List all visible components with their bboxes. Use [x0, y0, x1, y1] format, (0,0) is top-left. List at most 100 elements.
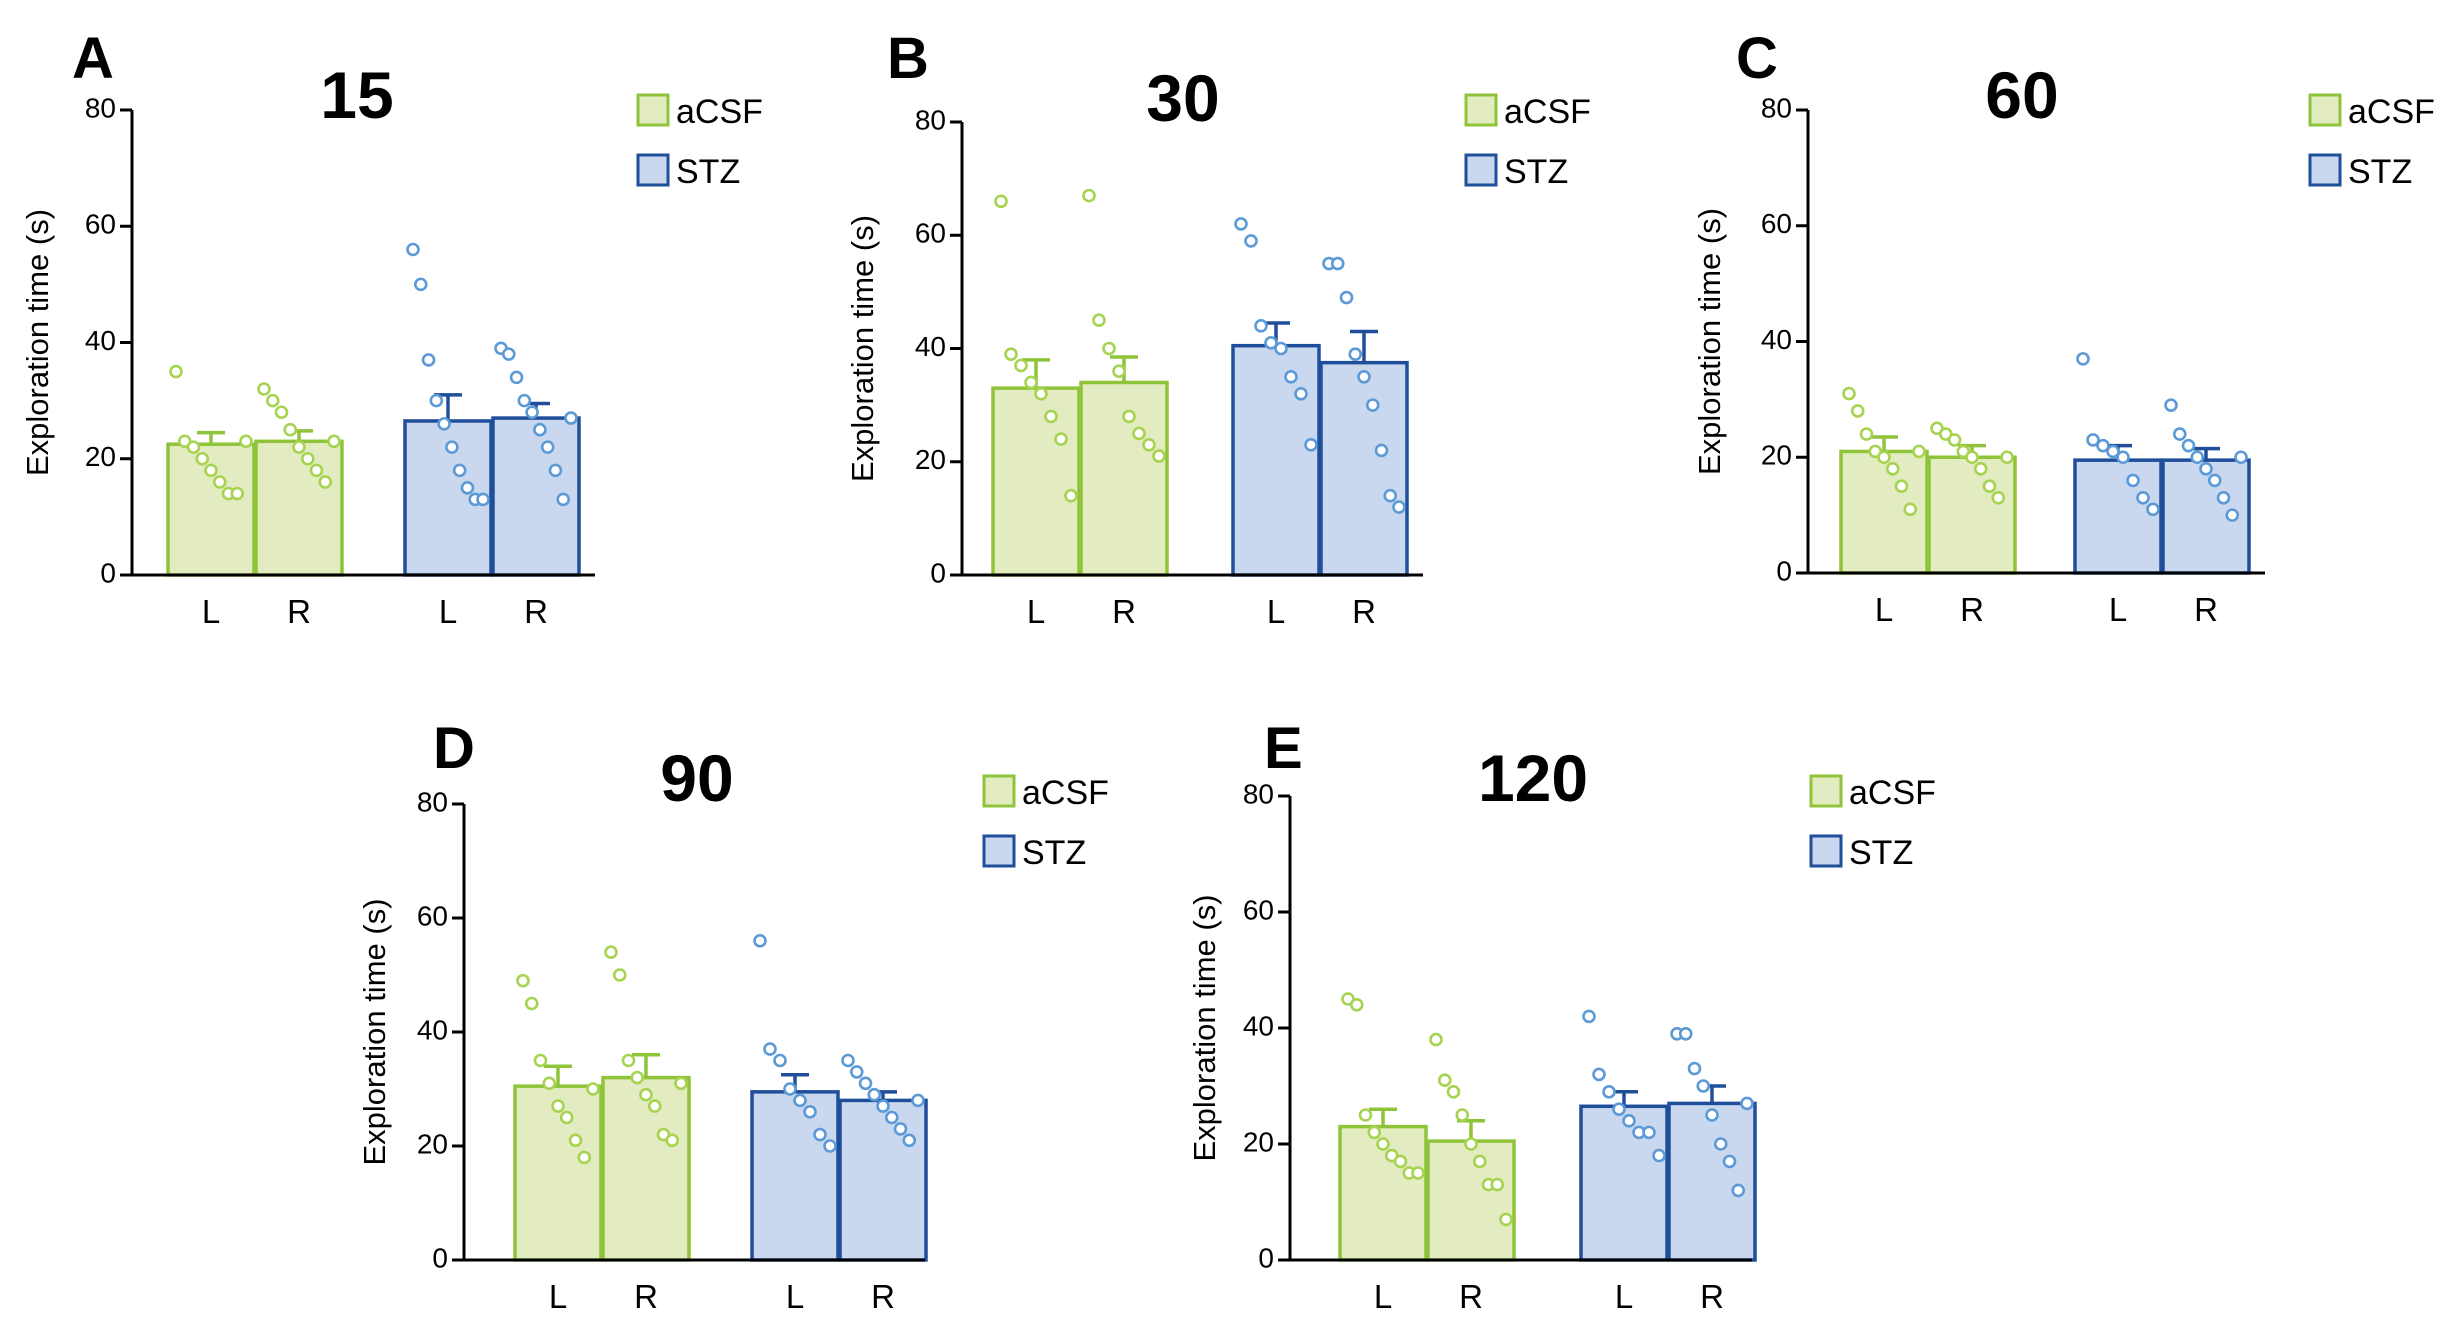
- legend-label-acsf: aCSF: [1022, 774, 1109, 812]
- panel-letter: C: [1736, 26, 1778, 91]
- data-point: [793, 1093, 807, 1108]
- data-point: [169, 364, 183, 379]
- data-point: [1082, 188, 1096, 203]
- data-point: [283, 422, 298, 437]
- y-tick-label: 0: [1776, 555, 1792, 586]
- data-point: [1294, 386, 1308, 401]
- data-point: [406, 242, 420, 257]
- data-point: [1349, 997, 1364, 1012]
- data-point: [2172, 427, 2187, 441]
- y-tick-label: 20: [1761, 440, 1792, 471]
- data-point: [1357, 370, 1371, 384]
- data-point: [876, 1099, 890, 1113]
- data-point: [509, 370, 524, 385]
- data-point: [1713, 1137, 1728, 1151]
- data-point: [1383, 488, 1398, 503]
- chart-title: 60: [1985, 58, 2058, 132]
- data-point: [540, 440, 555, 454]
- data-point: [274, 405, 289, 420]
- y-tick-label: 20: [417, 1128, 448, 1159]
- data-point: [1705, 1108, 1719, 1122]
- data-point: [1842, 386, 1856, 401]
- data-point: [1142, 437, 1156, 452]
- panel-c: C 60 Exploration time (s) 0 20 40 60 80 L R L RaCSF…: [1692, 26, 2435, 628]
- panel-letter: B: [887, 26, 929, 91]
- bar-stz-l: [750, 1090, 840, 1262]
- data-point: [524, 996, 539, 1011]
- data-point: [1014, 358, 1028, 373]
- data-point: [586, 1082, 600, 1096]
- data-point: [1112, 364, 1126, 378]
- y-tick-label: 0: [100, 557, 116, 588]
- data-point: [501, 347, 516, 361]
- x-tick-label: L: [1027, 593, 1045, 630]
- x-tick-label: R: [1459, 1278, 1483, 1315]
- x-tick-label: L: [2109, 591, 2127, 628]
- data-point: [2181, 438, 2196, 453]
- y-axis-title: Exploration time (s): [357, 898, 392, 1165]
- data-point: [911, 1093, 925, 1108]
- x-tick-label: L: [1374, 1278, 1392, 1315]
- y-tick-label: 0: [1258, 1242, 1274, 1273]
- data-point: [212, 475, 227, 489]
- legend-swatch-stz: [1809, 834, 1843, 868]
- data-point: [884, 1110, 899, 1125]
- data-point: [1740, 1096, 1754, 1111]
- y-tick-label: 20: [1243, 1126, 1274, 1157]
- data-point: [1092, 313, 1106, 327]
- x-tick-label: L: [549, 1278, 567, 1315]
- data-point: [2116, 450, 2130, 465]
- data-point: [1490, 1177, 1505, 1192]
- chart-title: 15: [320, 58, 393, 132]
- data-point: [803, 1105, 817, 1119]
- data-point: [1642, 1125, 1656, 1140]
- x-tick-label: R: [1112, 593, 1136, 630]
- data-point: [1348, 347, 1363, 361]
- y-tick-label: 40: [417, 1014, 448, 1045]
- data-point: [1054, 432, 1068, 446]
- legend-label-stz: STZ: [676, 153, 740, 191]
- data-point: [533, 422, 547, 437]
- data-point: [327, 434, 341, 449]
- data-point: [1446, 1085, 1461, 1099]
- data-point: [445, 440, 459, 454]
- legend-swatch-acsf: [2308, 93, 2342, 127]
- data-point: [1244, 234, 1258, 248]
- x-tick-label: L: [1615, 1278, 1633, 1315]
- data-point: [195, 451, 210, 466]
- legend-swatch-stz: [636, 153, 670, 187]
- data-point: [564, 411, 578, 425]
- data-point: [2086, 433, 2100, 447]
- data-point: [568, 1133, 583, 1148]
- data-point: [1455, 1108, 1470, 1122]
- x-tick-label: L: [1875, 591, 1893, 628]
- data-point: [1947, 433, 1962, 447]
- data-point: [1367, 1125, 1382, 1140]
- data-point: [1284, 370, 1298, 384]
- x-tick-label: R: [287, 593, 311, 630]
- data-point: [525, 405, 539, 420]
- panel-a: A 15 Exploration time (s) 0 20 40 60 80 L R L RaCSF…: [20, 26, 763, 630]
- data-point: [674, 1076, 688, 1091]
- data-point: [551, 1099, 565, 1113]
- data-point: [318, 475, 333, 489]
- data-point: [1034, 386, 1048, 401]
- data-point: [1499, 1212, 1513, 1227]
- data-point: [460, 481, 475, 495]
- data-point: [230, 486, 245, 501]
- data-point: [257, 382, 271, 396]
- data-point: [1652, 1148, 1666, 1163]
- data-point: [1254, 319, 1268, 333]
- data-point: [2225, 508, 2240, 522]
- panel-letter: E: [1264, 716, 1303, 781]
- data-point: [1894, 479, 1909, 493]
- bar-acsf-r: [1927, 455, 2017, 575]
- y-tick-label: 80: [1761, 92, 1792, 123]
- data-point: [2096, 438, 2110, 453]
- data-point: [542, 1076, 557, 1091]
- data-point: [265, 393, 280, 408]
- bar-stz-l: [1231, 343, 1321, 577]
- y-axis-title: Exploration time (s): [20, 209, 55, 476]
- legend-label-acsf: aCSF: [1849, 774, 1936, 812]
- y-tick-label: 0: [432, 1242, 448, 1273]
